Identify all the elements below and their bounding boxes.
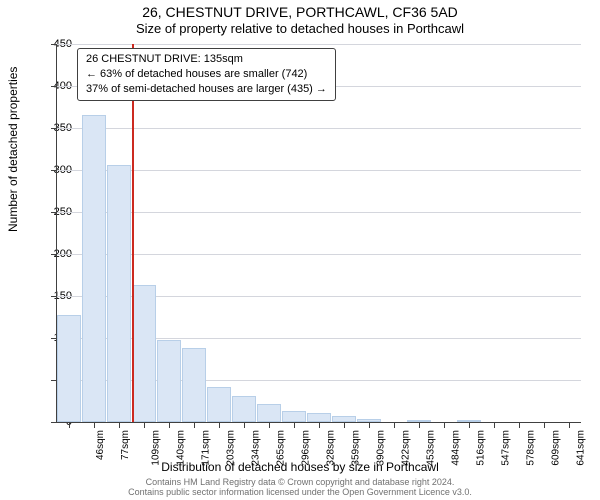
x-tick-label: 422sqm <box>400 430 411 466</box>
x-tick-label: 578sqm <box>525 430 536 466</box>
footer: Contains HM Land Registry data © Crown c… <box>0 478 600 498</box>
x-tick-label: 265sqm <box>276 430 287 466</box>
x-tick-label: 516sqm <box>475 430 486 466</box>
x-tick-label: 109sqm <box>151 430 162 466</box>
bar <box>157 340 181 422</box>
chart-container: 26, CHESTNUT DRIVE, PORTHCAWL, CF36 5AD … <box>0 0 600 500</box>
bar <box>307 413 331 422</box>
title-subtitle: Size of property relative to detached ho… <box>0 20 600 36</box>
bar <box>207 387 231 422</box>
x-tick-label: 171sqm <box>201 430 212 466</box>
y-axis-title: Number of detached properties <box>6 67 20 232</box>
info-line-2: ← 63% of detached houses are smaller (74… <box>86 67 327 82</box>
x-tick-label: 328sqm <box>326 430 337 466</box>
bar <box>282 411 306 422</box>
x-tick-label: 390sqm <box>376 430 387 466</box>
x-tick-label: 547sqm <box>500 430 511 466</box>
x-tick-label: 234sqm <box>251 430 262 466</box>
bar <box>182 348 206 422</box>
x-tick-label: 484sqm <box>450 430 461 466</box>
info-line-1: 26 CHESTNUT DRIVE: 135sqm <box>86 52 327 67</box>
bar <box>82 115 106 422</box>
title-address: 26, CHESTNUT DRIVE, PORTHCAWL, CF36 5AD <box>0 0 600 20</box>
bar <box>257 404 281 422</box>
x-tick-label: 641sqm <box>575 430 586 466</box>
x-tick-label: 46sqm <box>95 430 106 460</box>
bar <box>132 285 156 422</box>
marker-line <box>132 44 134 422</box>
bar <box>107 165 131 422</box>
footer-line-2: Contains public sector information licen… <box>0 488 600 498</box>
x-tick-label: 359sqm <box>351 430 362 466</box>
info-box: 26 CHESTNUT DRIVE: 135sqm ← 63% of detac… <box>77 48 336 101</box>
x-tick-label: 453sqm <box>425 430 436 466</box>
x-tick-label: 203sqm <box>226 430 237 466</box>
bar <box>232 396 256 422</box>
x-tick-label: 296sqm <box>301 430 312 466</box>
info-line-3: 37% of semi-detached houses are larger (… <box>86 82 327 97</box>
x-tick-label: 140sqm <box>176 430 187 466</box>
x-tick-label: 609sqm <box>550 430 561 466</box>
bar <box>57 315 81 422</box>
x-tick-label: 77sqm <box>120 430 131 460</box>
plot-area: 26 CHESTNUT DRIVE: 135sqm ← 63% of detac… <box>56 44 581 423</box>
